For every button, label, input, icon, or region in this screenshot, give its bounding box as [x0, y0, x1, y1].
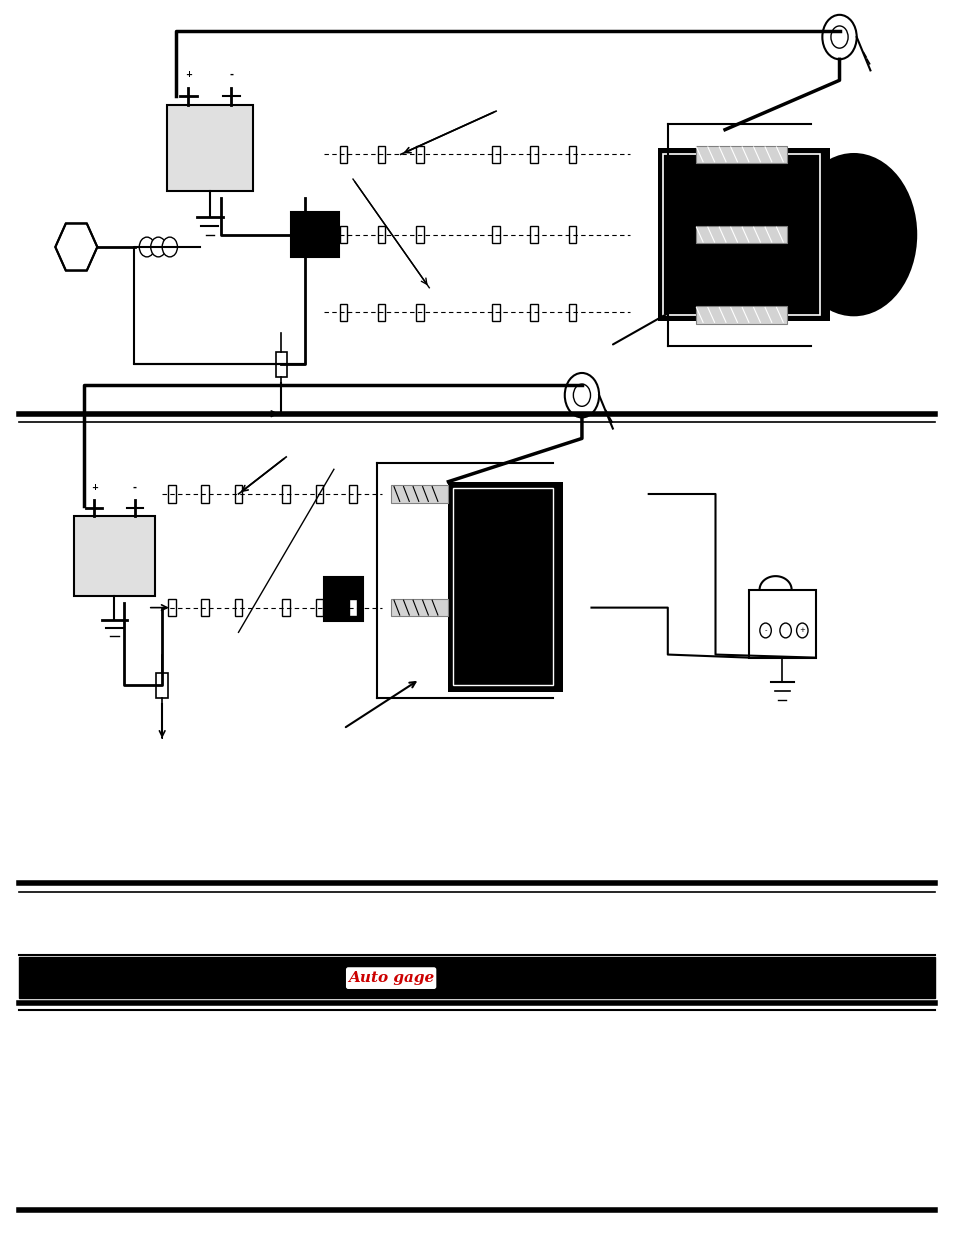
Bar — [530, 304, 537, 321]
Bar — [568, 304, 576, 321]
Circle shape — [830, 26, 847, 48]
Bar — [696, 306, 786, 324]
Text: +: + — [91, 483, 97, 492]
Circle shape — [796, 622, 807, 638]
Text: +: + — [185, 70, 192, 79]
Bar — [275, 352, 287, 377]
Bar — [748, 590, 815, 658]
Bar — [168, 599, 175, 616]
Bar — [201, 599, 209, 616]
Bar — [377, 304, 385, 321]
Circle shape — [821, 15, 856, 59]
Bar — [234, 485, 242, 503]
Bar — [391, 485, 448, 503]
Bar — [156, 673, 168, 698]
Bar — [416, 146, 423, 163]
Polygon shape — [55, 224, 97, 270]
Bar — [391, 599, 448, 616]
Bar — [282, 485, 290, 503]
Bar — [168, 485, 175, 503]
Bar — [291, 212, 338, 257]
Bar — [696, 146, 786, 163]
Bar — [324, 577, 362, 621]
Bar — [167, 105, 253, 191]
Bar — [282, 599, 290, 616]
Text: +: + — [799, 627, 804, 634]
Bar — [339, 304, 347, 321]
Text: -: - — [763, 627, 766, 634]
Text: -: - — [132, 483, 136, 493]
Bar — [339, 146, 347, 163]
Text: -: - — [229, 69, 233, 80]
Bar — [416, 226, 423, 243]
Bar — [234, 599, 242, 616]
Bar — [349, 485, 356, 503]
Bar — [448, 482, 562, 692]
Bar — [492, 226, 499, 243]
Bar — [662, 154, 820, 315]
Bar — [19, 957, 934, 998]
Bar — [315, 599, 323, 616]
Circle shape — [139, 237, 154, 257]
Bar — [492, 146, 499, 163]
Text: Auto gage: Auto gage — [348, 969, 434, 987]
Bar — [492, 304, 499, 321]
Text: Auto gage: Auto gage — [348, 971, 434, 986]
Bar — [201, 485, 209, 503]
Circle shape — [779, 622, 790, 638]
Bar — [568, 146, 576, 163]
Bar — [377, 146, 385, 163]
Bar — [73, 516, 154, 595]
Bar — [416, 304, 423, 321]
Circle shape — [564, 373, 598, 417]
Bar — [658, 148, 829, 321]
Bar — [530, 146, 537, 163]
Bar — [377, 226, 385, 243]
Circle shape — [573, 384, 590, 406]
Circle shape — [162, 237, 177, 257]
Bar — [315, 485, 323, 503]
Circle shape — [791, 154, 915, 315]
Bar — [453, 488, 553, 685]
Bar — [530, 226, 537, 243]
Circle shape — [759, 622, 770, 638]
Bar — [339, 226, 347, 243]
Bar — [568, 226, 576, 243]
Bar — [349, 599, 356, 616]
Bar — [696, 226, 786, 243]
Circle shape — [151, 237, 166, 257]
